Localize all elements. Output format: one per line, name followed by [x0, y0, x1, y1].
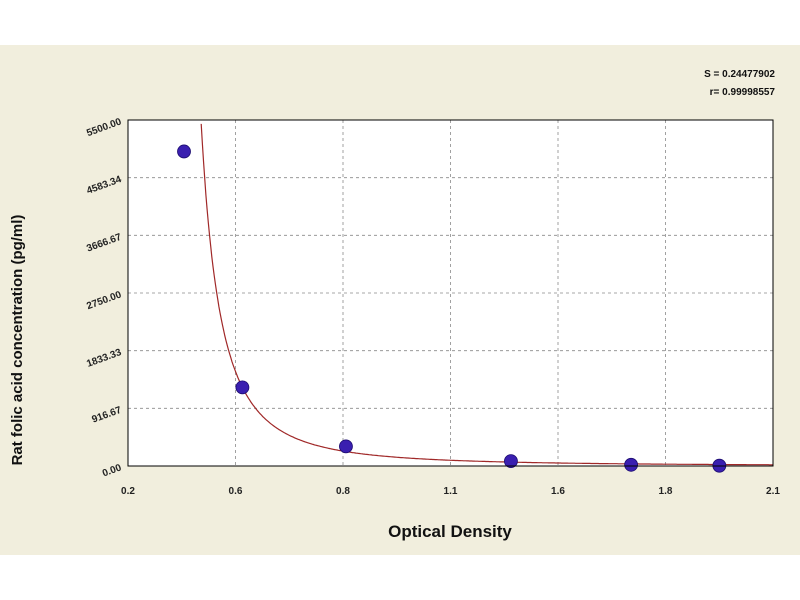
x-tick-label: 2.1	[766, 486, 780, 497]
chart-svg: 0.2 0.6 0.8 1.1 1.6 1.8 2.1 0.00 916.67 1833.33 2…	[9, 69, 780, 541]
x-axis-title: Optical Density	[388, 522, 512, 541]
data-point	[177, 144, 191, 159]
x-tick-labels: 0.2 0.6 0.8 1.1 1.6 1.8 2.1	[121, 486, 780, 497]
data-point	[339, 439, 353, 454]
x-tick-label: 1.1	[444, 486, 458, 497]
y-tick-label: 916.67	[91, 405, 124, 426]
x-tick-label: 0.6	[229, 486, 243, 497]
x-tick-label: 1.8	[659, 486, 673, 497]
stat-r-value: r= 0.99998557	[710, 87, 776, 98]
plot-frame	[127, 119, 774, 467]
data-point	[504, 454, 518, 468]
y-tick-label: 3666.67	[85, 232, 123, 255]
y-tick-label: 2750.00	[85, 289, 123, 312]
y-tick-label: 4583.34	[85, 174, 123, 197]
y-tick-label: 1833.33	[85, 347, 123, 370]
y-tick-label: 0.00	[101, 462, 123, 479]
data-point	[624, 457, 638, 472]
stat-s-value: S = 0.24477902	[704, 69, 775, 80]
grid-lines	[128, 120, 773, 466]
chart-area: 0.2 0.6 0.8 1.1 1.6 1.8 2.1 0.00 916.67 1833.33 2…	[0, 45, 800, 555]
y-axis-title: Rat folic acid concentration (pg/ml)	[9, 215, 26, 466]
y-tick-label: 5500.00	[85, 116, 123, 139]
data-point	[235, 380, 250, 395]
x-tick-label: 1.6	[551, 486, 565, 497]
y-tick-labels: 0.00 916.67 1833.33 2750.00 3666.67 4583.34 55…	[85, 116, 123, 479]
fit-curve	[200, 123, 773, 466]
x-tick-label: 0.8	[336, 486, 350, 497]
x-tick-label: 0.2	[121, 486, 135, 497]
